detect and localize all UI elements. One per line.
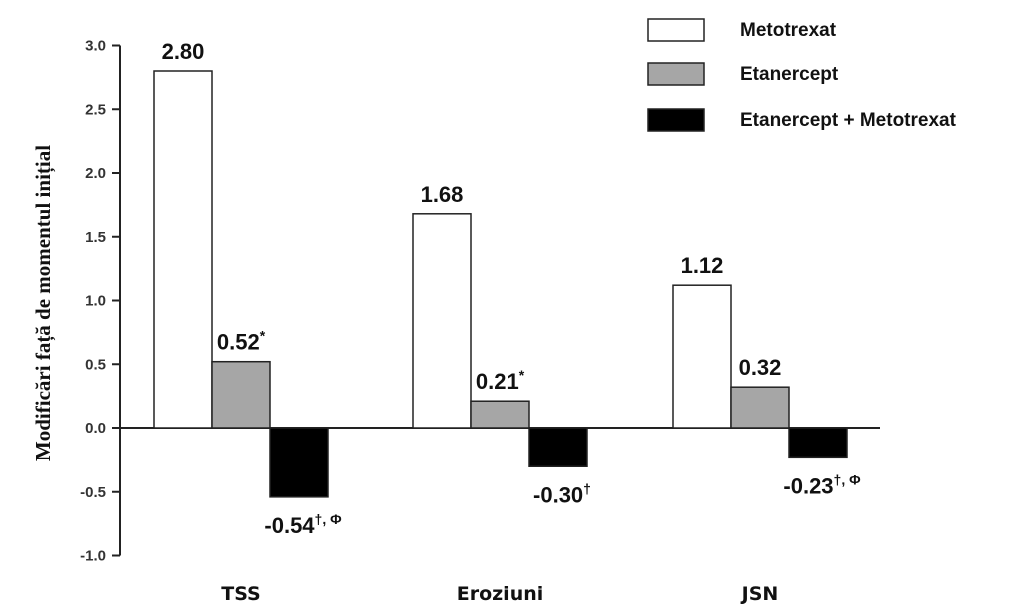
- bar: [788, 427, 848, 459]
- y-tick-label: 1.5: [85, 229, 106, 246]
- data-label: 1.68: [421, 182, 464, 207]
- x-tick-label: JSN: [740, 583, 779, 605]
- bar: [269, 427, 329, 498]
- bar: [470, 400, 530, 429]
- legend-swatch: [647, 62, 705, 86]
- legend-entry: Etanercept: [740, 64, 839, 85]
- data-label: 0.32: [739, 355, 782, 380]
- x-tick-label: Eroziuni: [457, 583, 544, 605]
- y-tick-label: 2.0: [85, 165, 106, 182]
- y-tick-label: 0.0: [85, 420, 106, 437]
- y-tick-label: -0.5: [80, 484, 106, 501]
- data-label: -0.23†, Φ: [783, 471, 861, 498]
- legend: Metotrexat Etanercept Etanercept + Metotre…: [647, 18, 957, 132]
- bar: [730, 386, 790, 429]
- legend-entry: Etanercept + Metotrexat: [740, 110, 957, 131]
- y-tick-label: 0.5: [85, 356, 106, 373]
- data-label: 0.21*: [476, 367, 525, 394]
- bar: [412, 213, 472, 429]
- y-axis-label: Modificări față de momentul inițial: [31, 145, 56, 461]
- x-tick-label: TSS: [221, 583, 260, 605]
- data-label: -0.30†: [533, 480, 591, 507]
- bar: [211, 360, 271, 429]
- bar: [153, 70, 213, 429]
- legend-entry: Metotrexat: [740, 20, 837, 41]
- bar: [672, 284, 732, 429]
- data-label: 0.52*: [217, 328, 266, 355]
- data-label: 2.80: [162, 39, 205, 64]
- y-tick-label: 1.0: [85, 293, 106, 310]
- axes: 3.0 2.5 2.0 1.5 1.0 0.5 0.0 -0.5 -1.0 TSS Eroziuni…: [80, 38, 880, 605]
- data-label: -0.54†, Φ: [264, 511, 342, 538]
- data-label: 1.12: [681, 253, 724, 278]
- value-labels: 2.80 1.68 1.12 0.52* 0.21* 0.32 -0.54†, Φ -0.30…: [162, 39, 862, 538]
- y-tick-label: 3.0: [85, 38, 106, 55]
- legend-swatch: [647, 108, 705, 132]
- bars: [153, 70, 848, 498]
- y-tick-label: -1.0: [80, 548, 106, 565]
- legend-swatch: [647, 18, 705, 42]
- y-tick-label: 2.5: [85, 101, 106, 118]
- bar: [528, 427, 588, 467]
